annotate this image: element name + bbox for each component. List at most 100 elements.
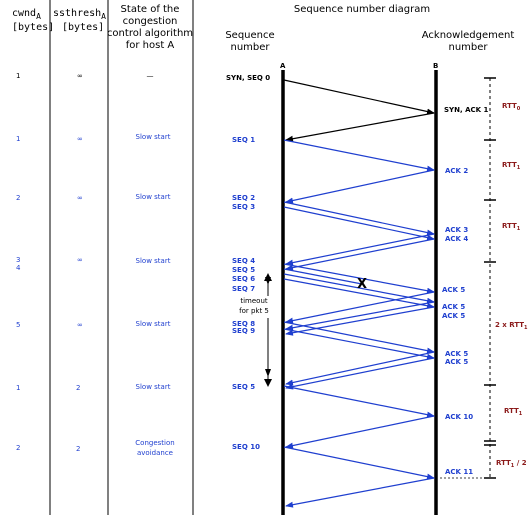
- state-value: Congestion: [135, 439, 174, 447]
- ssthresh-value: ∞: [77, 321, 83, 329]
- seq-label: SEQ 7: [232, 285, 255, 293]
- arrow-seq: [283, 321, 435, 354]
- seq-label: SEQ 5: [232, 383, 255, 391]
- diagram-title: Sequence number diagram: [294, 4, 430, 15]
- ssthresh-value: ∞: [77, 135, 83, 143]
- state-value: Slow start: [136, 383, 171, 391]
- cwnd-value: 3: [16, 256, 20, 264]
- seq-label: SEQ 6: [232, 275, 255, 283]
- state-row: 2 2 Congestion avoidance: [16, 439, 175, 457]
- timeout-label-1: timeout: [240, 297, 268, 305]
- seq-label: SEQ 3: [232, 203, 255, 211]
- arrow-seq-retransmit: [283, 385, 435, 418]
- cwnd-value: 1: [16, 72, 20, 80]
- rtt-label: RTT1: [502, 161, 521, 171]
- ack-label: ACK 11: [445, 468, 473, 476]
- rtt-label: 2 x RTT1: [495, 321, 528, 331]
- ack-header-2: number: [448, 42, 488, 53]
- ssthresh-value: ∞: [77, 194, 83, 202]
- state-value-2: avoidance: [137, 449, 173, 457]
- seq-label: SEQ 9: [232, 327, 255, 335]
- loss-marker: X: [357, 277, 367, 292]
- rtt-label-bg: [494, 318, 528, 330]
- host-b-label: B: [433, 62, 438, 70]
- seq-label: SEQ 5: [232, 266, 255, 274]
- ack-header-1: Acknowledgement: [422, 30, 515, 41]
- state-header-1: State of the: [121, 4, 180, 15]
- cwnd-value: 1: [16, 135, 20, 143]
- arrow-ack: [285, 169, 435, 204]
- ack-label: ACK 3: [445, 226, 468, 234]
- ssthresh-header: ssthreshA: [53, 8, 106, 21]
- ssthresh-value: ∞: [77, 72, 83, 80]
- ack-label: ACK 10: [445, 413, 473, 421]
- state-header-3: control algorithm: [107, 28, 193, 39]
- arrow-ack: [285, 306, 435, 336]
- arrow-ack: [285, 477, 435, 508]
- seq-header-1: Sequence: [225, 30, 274, 41]
- ssthresh-unit: [bytes]: [62, 22, 104, 33]
- ack-label: ACK 5: [445, 350, 468, 358]
- arrow-seq: [283, 263, 435, 294]
- state-row: 2 ∞ Slow start: [16, 193, 171, 202]
- rtt-label: RTT1 / 2: [496, 459, 527, 469]
- cwnd-unit: [bytes]: [12, 22, 54, 33]
- rtt-scale: [440, 77, 496, 479]
- state-value: Slow start: [136, 320, 171, 328]
- seq-label: SYN, SEQ 0: [226, 74, 270, 82]
- arrow-ack: [285, 233, 435, 266]
- state-row: 1 ∞ Slow start: [16, 133, 171, 143]
- ack-label: ACK 4: [445, 235, 468, 243]
- arrow-syn-ack: [285, 112, 435, 142]
- seq-label: SEQ 2: [232, 194, 255, 202]
- seq-label: SEQ 10: [232, 443, 260, 451]
- rtt-label: RTT1: [504, 407, 523, 417]
- cwnd-value: 1: [16, 384, 20, 392]
- state-value: Slow start: [136, 133, 171, 141]
- state-row: 5 ∞ Slow start: [16, 320, 171, 329]
- arrow-ack: [285, 238, 435, 271]
- cwnd-value: 2: [16, 194, 20, 202]
- ack-label: ACK 5: [442, 303, 465, 311]
- state-header-2: congestion: [123, 16, 178, 27]
- arrow-seq-lost: [283, 268, 363, 285]
- arrow-seq: [283, 201, 435, 236]
- ack-label: SYN, ACK 1: [444, 106, 488, 114]
- arrow-seq: [283, 206, 435, 241]
- state-value: Slow start: [136, 193, 171, 201]
- state-row: 3 4 ∞ Slow start: [16, 256, 171, 272]
- state-row: 1 ∞ —: [16, 72, 154, 80]
- arrow-seq: [283, 328, 435, 360]
- cwnd-value: 5: [16, 321, 20, 329]
- host-a-label: A: [280, 62, 286, 70]
- arrow-ack: [285, 415, 435, 449]
- ack-label: ACK 5: [442, 312, 465, 320]
- arrow-syn: [283, 79, 435, 115]
- timeout-label-bg: [237, 296, 273, 318]
- arrow-seq: [283, 139, 435, 172]
- timeout-label-2: for pkt 5: [239, 307, 269, 315]
- ssthresh-value: ∞: [77, 256, 83, 264]
- arrow-ack: [285, 357, 435, 390]
- ack-label: ACK 5: [445, 358, 468, 366]
- rtt-label: RTT1: [502, 222, 521, 232]
- ack-label: ACK 2: [445, 167, 468, 175]
- cwnd-header: cwndA: [12, 8, 41, 21]
- ssthresh-value: 2: [76, 445, 80, 453]
- seq-label: SEQ 4: [232, 257, 255, 265]
- state-value: —: [147, 72, 154, 80]
- cwnd-value: 2: [16, 444, 20, 452]
- state-row: 1 2 Slow start: [16, 383, 171, 392]
- timeout-arrowhead-down: [264, 379, 272, 387]
- arrow-seq: [283, 446, 435, 480]
- arrow-ack: [285, 291, 435, 324]
- timeout-arrowhead-up: [264, 273, 272, 281]
- seq-label: SEQ 8: [232, 320, 255, 328]
- rtt-label: RTT0: [502, 102, 521, 112]
- cwnd-value-2: 4: [16, 264, 21, 272]
- arrow-ack: [285, 351, 435, 386]
- state-value: Slow start: [136, 257, 171, 265]
- message-arrows: [283, 79, 435, 508]
